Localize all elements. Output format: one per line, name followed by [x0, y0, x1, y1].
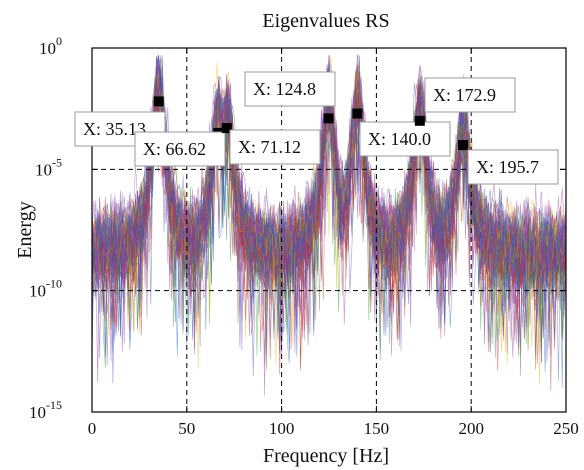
- ticks: 0 50 100 150 200 250 100 10-5 10-10 10-15: [29, 34, 579, 438]
- x-tick-label: 0: [88, 419, 97, 438]
- data-tip-marker: [153, 96, 164, 107]
- axes-frame: [91, 47, 567, 413]
- data-tip-label: X: 172.9: [433, 85, 496, 105]
- x-tick-label: 100: [269, 419, 295, 438]
- series-line-66: [91, 55, 567, 345]
- data-tip-label: X: 195.7: [476, 157, 539, 177]
- plot-area: 0 50 100 150 200 250 100 10-5 10-10 10-15 X: 35.13…: [29, 34, 579, 438]
- x-tick-label: 50: [178, 419, 195, 438]
- data-tip-box: [467, 149, 559, 185]
- y-tick-label: 10-10: [29, 277, 62, 301]
- y-axis-label: Energy: [14, 201, 36, 258]
- data-tip-box: [229, 129, 321, 165]
- data-tip-box: [244, 71, 336, 107]
- x-tick-label: 150: [364, 419, 390, 438]
- data-tip-box: [359, 121, 451, 157]
- data-tip-marker: [323, 113, 334, 124]
- chart-title: Eigenvalues RS: [262, 10, 389, 32]
- data-tip-marker: [458, 140, 469, 151]
- x-axis-label: Frequency [Hz]: [263, 445, 389, 467]
- x-tick-label: 250: [553, 419, 579, 438]
- grid: [92, 48, 566, 412]
- data-tip-marker: [221, 123, 232, 134]
- y-tick-label: 100: [39, 34, 62, 58]
- data-tip-label: X: 124.8: [253, 79, 316, 99]
- data-tip-label: X: 71.12: [238, 137, 301, 157]
- y-tick-label: 10-5: [35, 155, 62, 179]
- data-tip-box: [424, 77, 516, 113]
- data-tip-box: [134, 131, 226, 167]
- data-tip-marker: [352, 108, 363, 119]
- data-tip-label: X: 140.0: [368, 129, 431, 149]
- data-tip-label: X: 66.62: [143, 139, 206, 159]
- x-tick-label: 200: [458, 419, 484, 438]
- y-tick-label: 10-15: [29, 398, 62, 422]
- data-tips: X: 35.13X: 66.62 X: 71.12 X: 124.8 X: 140.0…: [74, 71, 559, 185]
- series-traces: [91, 54, 567, 396]
- data-tip-marker: [414, 115, 425, 126]
- data-tip-label: X: 35.13: [83, 119, 146, 139]
